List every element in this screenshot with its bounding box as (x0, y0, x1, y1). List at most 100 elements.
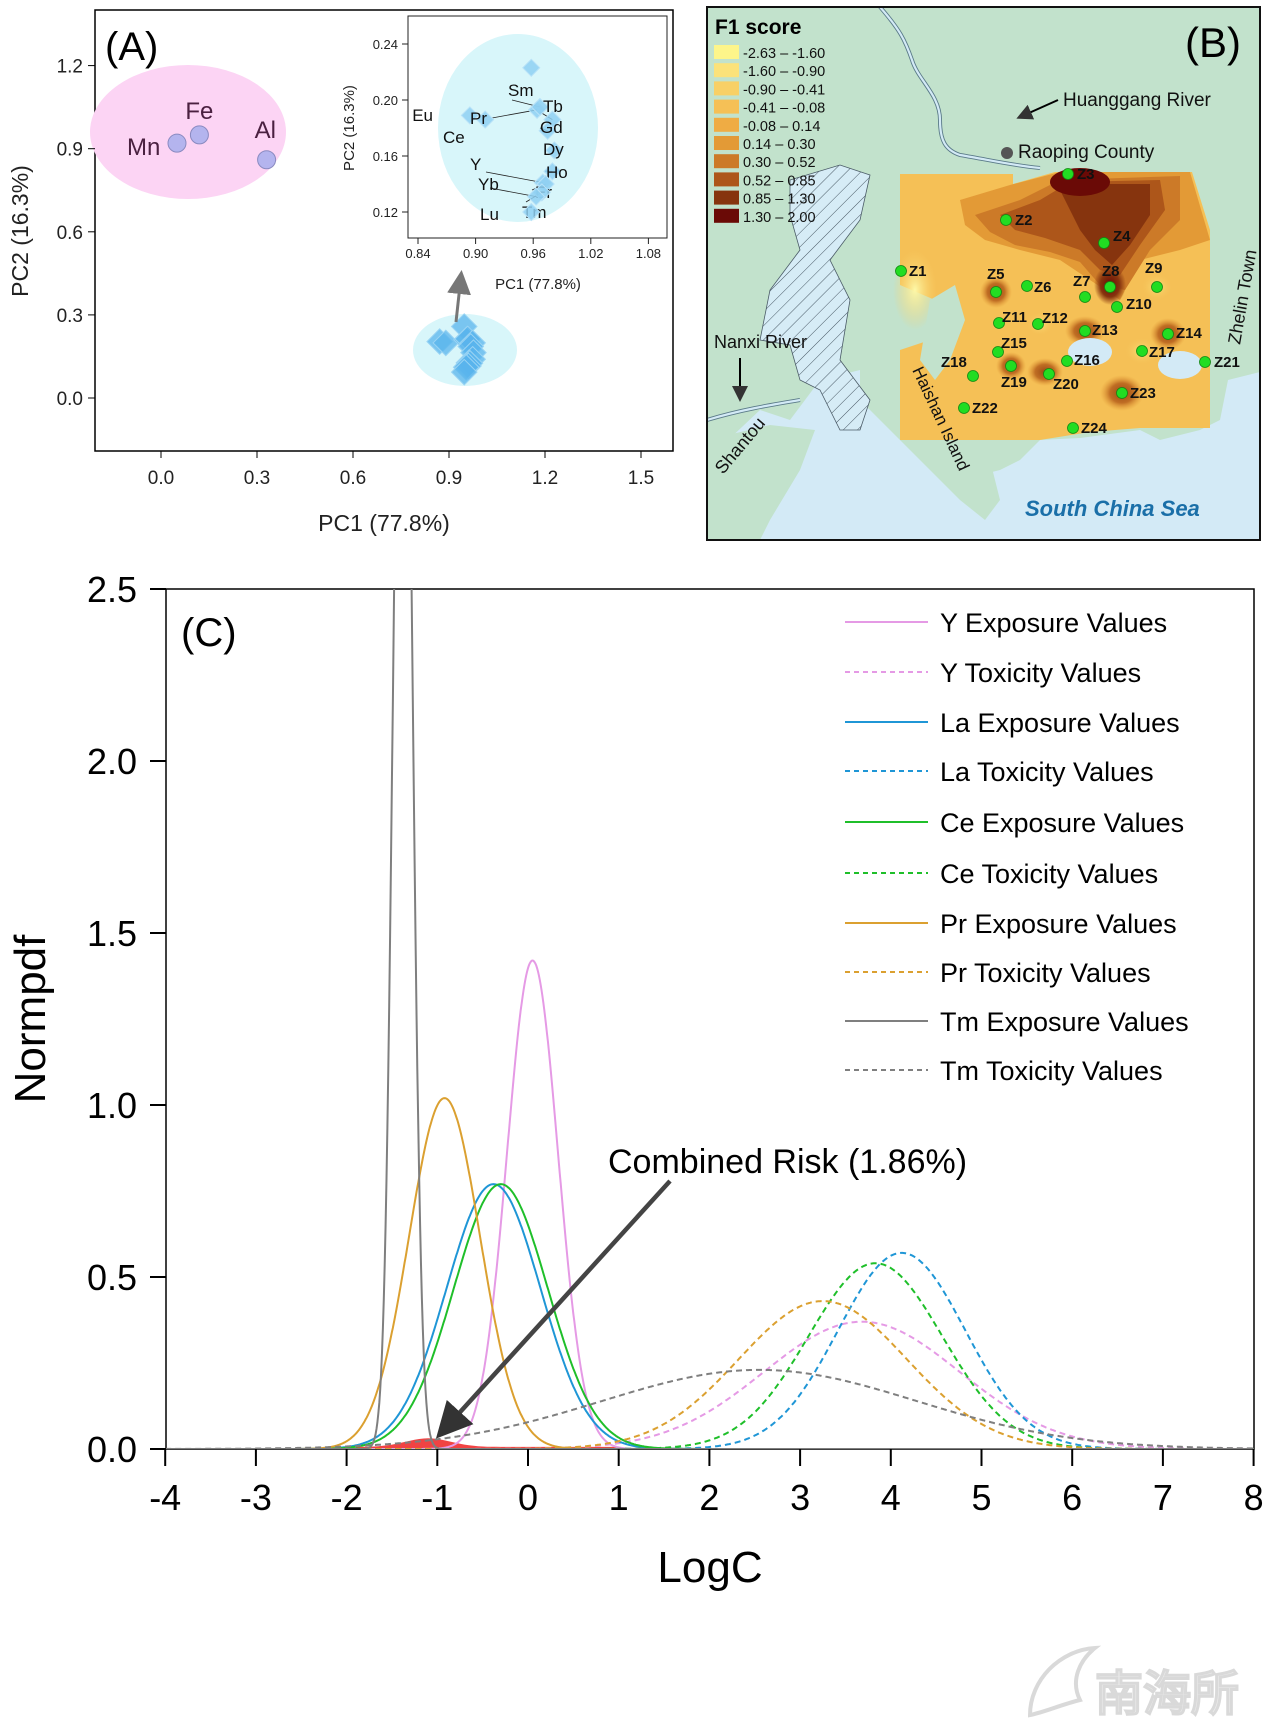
site-marker-z2[interactable] (1000, 214, 1012, 226)
site-label-z24: Z24 (1081, 420, 1108, 437)
panel-a-y-tick-label: 0.9 (57, 140, 83, 161)
inset-point-label-eu: Eu (412, 106, 433, 125)
site-marker-z14[interactable] (1162, 328, 1174, 340)
curve-la-toxicity-values (166, 1251, 1254, 1449)
inset-point-label-yb: Yb (478, 175, 499, 194)
site-marker-z23[interactable] (1116, 387, 1128, 399)
site-marker-z8[interactable] (1104, 281, 1116, 293)
site-label-z15: Z15 (1001, 335, 1027, 352)
map-legend-title: F1 score (715, 16, 801, 39)
curve-pr-toxicity-values (166, 1300, 1254, 1449)
site-marker-z12[interactable] (1032, 318, 1044, 330)
panel-a-x-tick-label: 1.5 (628, 468, 654, 489)
site-marker-z1[interactable] (895, 265, 907, 277)
site-label-z16: Z16 (1074, 352, 1100, 369)
panel-a-pca-plot: Mn Fe Al 0.0 0.3 0.6 0.9 1.2 1.5 0.0 0.3 0.6 0.9 1.2… (7, 9, 674, 536)
site-label-z17: Z17 (1149, 344, 1175, 361)
inset-point-ho (543, 162, 562, 181)
legend-range-label: 1.30 – 2.00 (743, 210, 816, 226)
site-marker-z22[interactable] (958, 402, 970, 414)
panel-a-y-tick-label: 0.6 (57, 223, 83, 244)
site-label-z14: Z14 (1176, 325, 1203, 342)
legend-range-label: -0.08 – 0.14 (743, 119, 820, 135)
panel-c-x-axis-title: LogC (657, 1543, 762, 1592)
inset-point-label-y: Y (470, 155, 481, 174)
legend-swatch (714, 208, 739, 223)
site-marker-z6[interactable] (1021, 280, 1033, 292)
panel-a-label: (A) (105, 25, 158, 69)
legend-swatch (714, 81, 739, 96)
site-marker-z10[interactable] (1111, 301, 1123, 313)
panel-c-y-tick-label: 1.0 (87, 1085, 137, 1126)
site-marker-z9[interactable] (1151, 281, 1163, 293)
site-marker-z21[interactable] (1199, 356, 1211, 368)
site-marker-z5[interactable] (990, 286, 1002, 298)
inset-point-ce (476, 110, 495, 129)
panel-c-x-tick-label: 5 (971, 1477, 991, 1518)
site-marker-z16[interactable] (1061, 355, 1073, 367)
label-nanxi-river: Nanxi River (714, 332, 807, 352)
site-label-z5: Z5 (987, 266, 1005, 283)
panel-b-label: (B) (1185, 19, 1241, 66)
site-label-z21: Z21 (1214, 354, 1240, 371)
point-fe (189, 125, 209, 145)
panel-b-frame (706, 6, 1261, 541)
legend-range-label: -2.63 – -1.60 (743, 46, 825, 62)
watermark-text: 南海所 (1095, 1668, 1239, 1721)
panel-a-x-tick-label: 0.6 (340, 468, 366, 489)
legend-entry-label: La Toxicity Values (940, 757, 1154, 787)
site-label-z1: Z1 (909, 263, 927, 280)
site-marker-z18[interactable] (967, 370, 979, 382)
inset-x-tick-label: 0.90 (463, 246, 488, 261)
panel-c-legend: Y Exposure Values Y Toxicity Values La Exp… (845, 608, 1189, 1086)
site-label-z6: Z6 (1034, 279, 1052, 296)
legend-entry-label: Pr Toxicity Values (940, 958, 1151, 988)
metal-group-ellipse (90, 65, 286, 199)
site-label-z2: Z2 (1015, 212, 1033, 229)
ree-cluster-marker (432, 329, 460, 357)
inset-point-label-dy: Dy (543, 140, 564, 159)
panel-a-x-tick-label: 1.2 (532, 468, 558, 489)
site-marker-z17[interactable] (1136, 345, 1148, 357)
site-marker-z11[interactable] (993, 317, 1005, 329)
leader-line (485, 171, 543, 183)
site-label-z11: Z11 (1002, 309, 1027, 326)
panel-a-x-axis-title: PC1 (77.8%) (318, 510, 450, 536)
legend-range-label: 0.85 – 1.30 (743, 192, 816, 208)
legend-entry-label: Ce Toxicity Values (940, 859, 1158, 889)
point-label-fe: Fe (185, 98, 213, 125)
site-marker-z4[interactable] (1098, 237, 1110, 249)
legend-swatch (714, 117, 739, 132)
inset-point-label-sm: Sm (508, 81, 534, 100)
hatched-zone (759, 164, 871, 431)
legend-swatch (714, 45, 739, 59)
inset-point-label-tb: Tb (543, 97, 563, 116)
inset-point-sm (530, 97, 550, 117)
panel-c-x-tick-label: -1 (421, 1477, 453, 1518)
site-marker-z20[interactable] (1043, 368, 1055, 380)
inset-point-gd (538, 121, 557, 140)
panel-c-y-axis-title: Normpdf (6, 934, 55, 1103)
site-marker-z19[interactable] (1005, 360, 1017, 372)
site-marker-z3[interactable] (1062, 168, 1074, 180)
combined-risk-arrow (435, 1179, 672, 1439)
site-marker-z24[interactable] (1067, 422, 1079, 434)
panel-a-y-tick-label: 1.2 (57, 57, 83, 78)
panel-c-label: (C) (181, 611, 237, 655)
legend-swatch (714, 99, 739, 114)
legend-entry-label: Ce Exposure Values (940, 808, 1184, 838)
site-label-z10: Z10 (1126, 296, 1152, 313)
legend-swatch (714, 172, 739, 187)
inner-land (920, 285, 965, 380)
site-label-z7: Z7 (1073, 273, 1091, 290)
point-label-al: Al (255, 117, 276, 144)
legend-entry-label: Y Toxicity Values (940, 658, 1141, 688)
legend-entry-label: Tm Toxicity Values (940, 1056, 1163, 1086)
site-marker-z7[interactable] (1079, 291, 1091, 303)
site-marker-z13[interactable] (1079, 325, 1091, 337)
site-marker-z15[interactable] (992, 346, 1004, 358)
panel-c-x-tick-label: -4 (149, 1477, 181, 1518)
panel-c-x-tick-label: -3 (240, 1477, 272, 1518)
panel-c-x-tick-label: 6 (1062, 1477, 1082, 1518)
